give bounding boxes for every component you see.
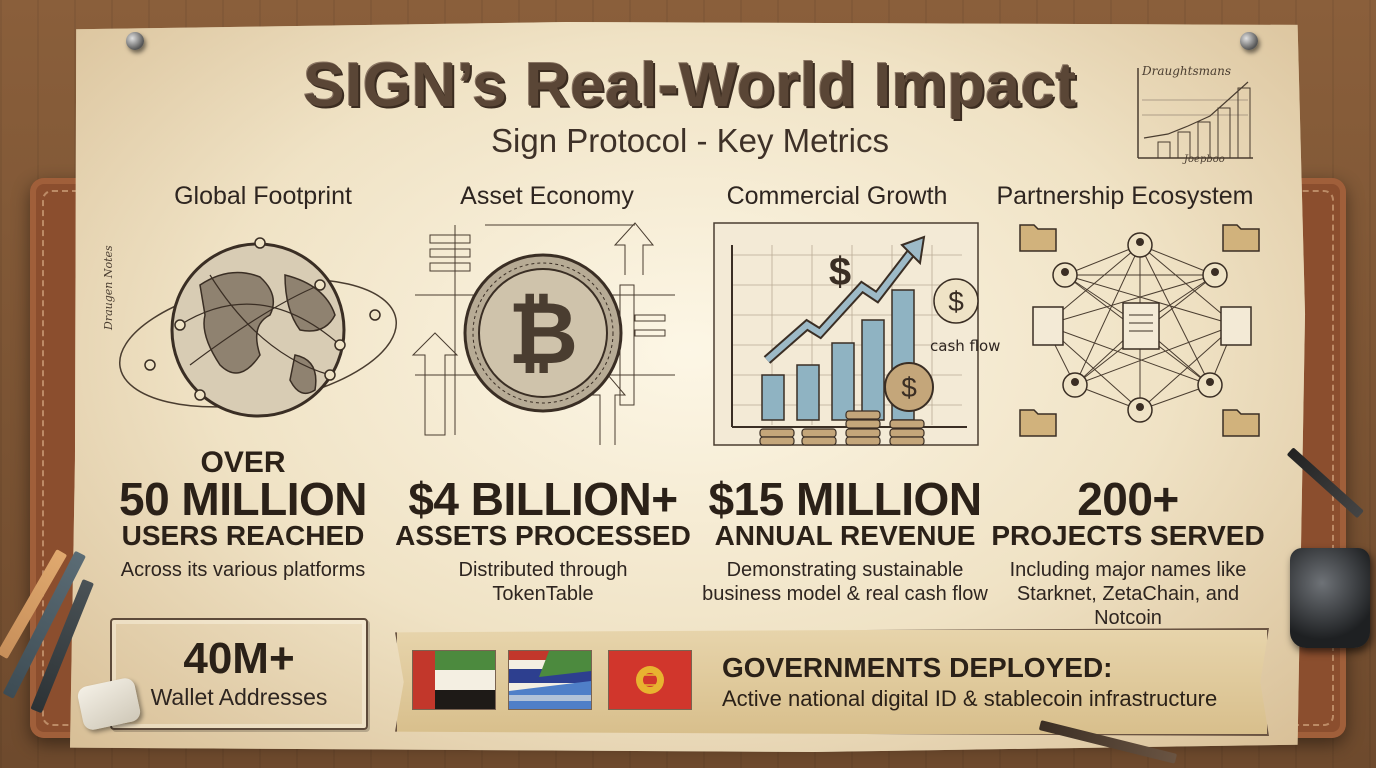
- metric-unit-projects: PROJECTS SERVED: [991, 520, 1265, 551]
- metric-value-projects: 200+: [1077, 473, 1179, 525]
- svg-text:$: $: [948, 286, 964, 317]
- svg-text:$: $: [901, 372, 917, 403]
- cash-flow-label: cash flow: [930, 337, 1001, 355]
- metric-value-users: 50 MILLION: [118, 473, 368, 525]
- push-pin-icon: [126, 32, 144, 50]
- sketch-bar-chart-icon: Draughtsmans Joepboo: [1128, 60, 1258, 170]
- governments-title: GOVERNMENTS DEPLOYED:: [722, 652, 1113, 683]
- uae-flag-icon: [412, 650, 496, 710]
- metric-prefix-users: OVER: [200, 446, 286, 479]
- metric-value-assets: $4 BILLION+: [408, 473, 678, 525]
- metric-unit-revenue: ANNUAL REVENUE: [714, 520, 976, 551]
- metric-unit-assets: ASSETS PROCESSED: [395, 520, 691, 551]
- heading-global-footprint: Global Footprint: [174, 182, 352, 210]
- metric-desc-users: Across its various platforms: [120, 559, 366, 581]
- svg-text:$: $: [829, 250, 851, 294]
- mini-chart-bottom-label: Joepboo: [1184, 154, 1225, 165]
- page-subtitle: Sign Protocol - Key Metrics: [491, 122, 889, 159]
- metric-unit-users: USERS REACHED: [121, 520, 365, 551]
- heading-asset-economy: Asset Economy: [460, 182, 634, 210]
- growth-chart-icon: $ $ $ cash flow: [712, 215, 1002, 455]
- wallet-addresses-card: 40M+ Wallet Addresses: [110, 618, 368, 730]
- kyrgyzstan-flag-icon: [608, 650, 692, 710]
- governments-description: Active national digital ID & stablecoin …: [722, 686, 1218, 711]
- metric-desc-assets: Distributed through TokenTable: [458, 559, 628, 605]
- network-icon: [1015, 215, 1265, 455]
- ink-bottle-icon: [1290, 548, 1370, 648]
- heading-partnership-ecosystem: Partnership Ecosystem: [996, 182, 1254, 210]
- mini-chart-top-label: Draughtsmans: [1142, 64, 1232, 78]
- metric-desc-revenue: Demonstrating sustainable business model…: [702, 559, 988, 605]
- metric-desc-projects: Including major names like Starknet, Zet…: [1009, 559, 1247, 629]
- svg-text:₿: ₿: [508, 286, 578, 382]
- heading-commercial-growth: Commercial Growth: [726, 182, 948, 210]
- globe-icon: [110, 215, 410, 455]
- metric-value-revenue: $15 MILLION: [708, 473, 982, 525]
- bitcoin-coin-icon: ₿: [395, 215, 695, 455]
- wallet-count: 40M+: [183, 634, 295, 683]
- wallet-label: Wallet Addresses: [150, 684, 328, 710]
- page-title: SIGN’s Real-World Impact: [303, 51, 1077, 120]
- sierra-leone-thailand-flag-icon: [508, 650, 592, 710]
- push-pin-icon: [1240, 32, 1258, 50]
